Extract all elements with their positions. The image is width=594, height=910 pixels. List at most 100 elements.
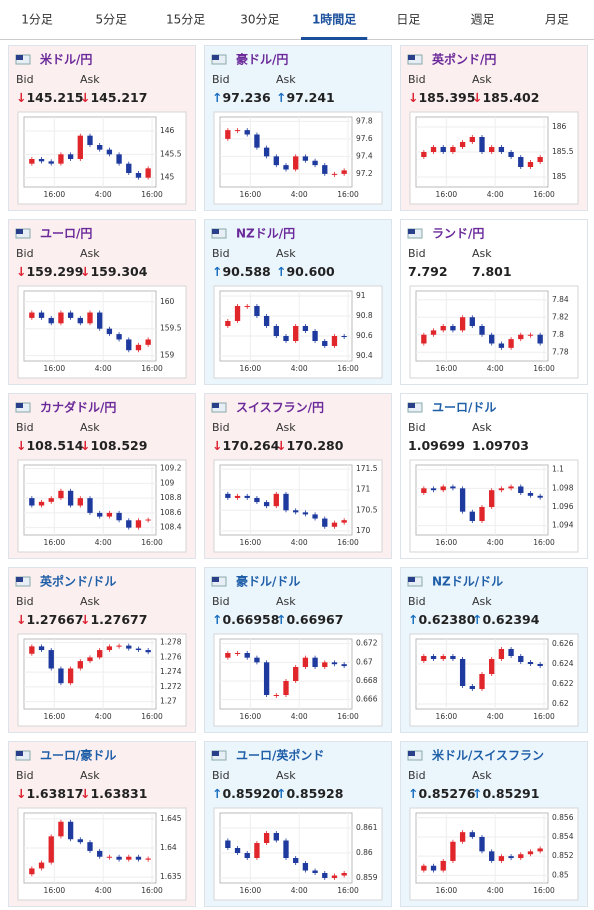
pair-name[interactable]: ユーロ/円 [40, 227, 92, 241]
x-tick-label: 16:00 [141, 712, 163, 721]
y-tick-label: 90.8 [356, 311, 373, 320]
bid-label: Bid [408, 421, 426, 434]
candle [479, 326, 485, 335]
candle [421, 152, 427, 157]
ask-value: ↑0.66967 [276, 612, 343, 627]
candle [145, 519, 151, 521]
y-tick-label: 0.859 [356, 873, 378, 882]
y-tick-label: 97.6 [356, 134, 373, 143]
candle [469, 511, 475, 521]
candle [225, 653, 231, 658]
candle [234, 848, 241, 853]
pair-name[interactable]: 英ポンド/円 [432, 52, 496, 67]
bid-number: 90.588 [222, 264, 270, 279]
candle [145, 168, 151, 178]
tab[interactable]: 日足 [396, 13, 420, 27]
pair-name[interactable]: ユーロ/豪ドル [40, 748, 116, 763]
candle [135, 173, 142, 178]
tab[interactable]: 週足 [471, 13, 495, 27]
flag-icon-part [212, 403, 219, 408]
candle [273, 493, 279, 507]
pair-name[interactable]: カナダドル/円 [40, 400, 116, 415]
y-tick-label: 97.2 [356, 169, 373, 178]
ask-label: Ask [472, 247, 492, 260]
pair-name[interactable]: ユーロ/英ポンド [236, 748, 324, 763]
candle [283, 336, 289, 341]
pair-name[interactable]: 豪ドル/円 [236, 52, 288, 67]
trend-arrow: ↓ [472, 90, 482, 105]
tab[interactable]: 5分足 [96, 13, 128, 27]
candle [135, 648, 142, 651]
bid-value: ↑90.588 [212, 264, 271, 279]
pair-name[interactable]: 豪ドル/ドル [236, 574, 300, 589]
trend-arrow: ↓ [276, 438, 286, 453]
x-tick-label: 16:00 [44, 886, 66, 895]
candle [273, 695, 279, 696]
candle [312, 160, 318, 166]
y-tick-label: 1.645 [160, 814, 182, 823]
y-tick-label: 1.635 [160, 872, 182, 881]
ask-value: ↓185.402 [472, 90, 539, 105]
y-tick-label: 109.2 [160, 464, 182, 473]
tab[interactable]: 15分足 [166, 13, 205, 27]
tab[interactable]: 1分足 [21, 13, 53, 27]
candle [126, 645, 132, 649]
pair-name[interactable]: 米ドル/円 [40, 52, 92, 67]
candle [331, 875, 338, 878]
candle [479, 836, 485, 852]
candle [283, 165, 289, 170]
candle [145, 858, 151, 860]
bid-number: 1.09699 [408, 438, 465, 453]
bid-value: ↑97.236 [212, 90, 271, 105]
x-tick-label: 16:00 [141, 538, 163, 547]
x-tick-label: 4:00 [95, 538, 112, 547]
candle [331, 173, 338, 175]
bid-value: ↓185.395 [408, 90, 475, 105]
candle [283, 840, 289, 858]
plot-frame [415, 638, 549, 710]
candle [77, 839, 83, 843]
pair-name[interactable]: 米ドル/スイスフラン [432, 748, 544, 763]
candle [116, 334, 122, 340]
rate-card[interactable]: ユーロ/ドル Bid Ask 1.09699 1.09703 1.094 1.096 1.09… [400, 393, 588, 559]
y-tick-label: 0.852 [552, 851, 574, 860]
candle [135, 344, 142, 351]
tab[interactable]: 月足 [545, 13, 569, 27]
candle [312, 514, 318, 519]
pair-name[interactable]: スイスフラン/円 [236, 401, 324, 415]
tab[interactable]: 30分足 [240, 13, 279, 27]
y-tick-label: 1.278 [160, 638, 182, 647]
ask-number: 1.09703 [472, 438, 529, 453]
pair-name[interactable]: NZドル/ドル [432, 575, 503, 589]
pair-name[interactable]: NZドル/円 [236, 227, 295, 241]
candle [312, 657, 318, 667]
rate-card[interactable]: ランド/円 Bid Ask 7.792 7.801 7.78 7.8 7.82 7.84 16:0… [400, 219, 588, 385]
y-tick-label: 145 [160, 173, 175, 182]
bid-label: Bid [212, 595, 230, 608]
plot-frame [23, 116, 157, 188]
tab[interactable]: 1時間足 [312, 12, 356, 27]
pair-name[interactable]: ランド/円 [432, 227, 484, 241]
ask-label: Ask [80, 769, 100, 782]
pair-name[interactable]: ユーロ/ドル [432, 401, 496, 415]
candle [421, 865, 427, 871]
y-tick-label: 159 [160, 351, 175, 360]
y-tick-label: 0.626 [552, 639, 574, 648]
x-tick-label: 16:00 [337, 712, 359, 721]
x-tick-label: 16:00 [240, 538, 262, 547]
candle [479, 137, 485, 152]
pair-name[interactable]: 英ポンド/ドル [40, 574, 116, 589]
